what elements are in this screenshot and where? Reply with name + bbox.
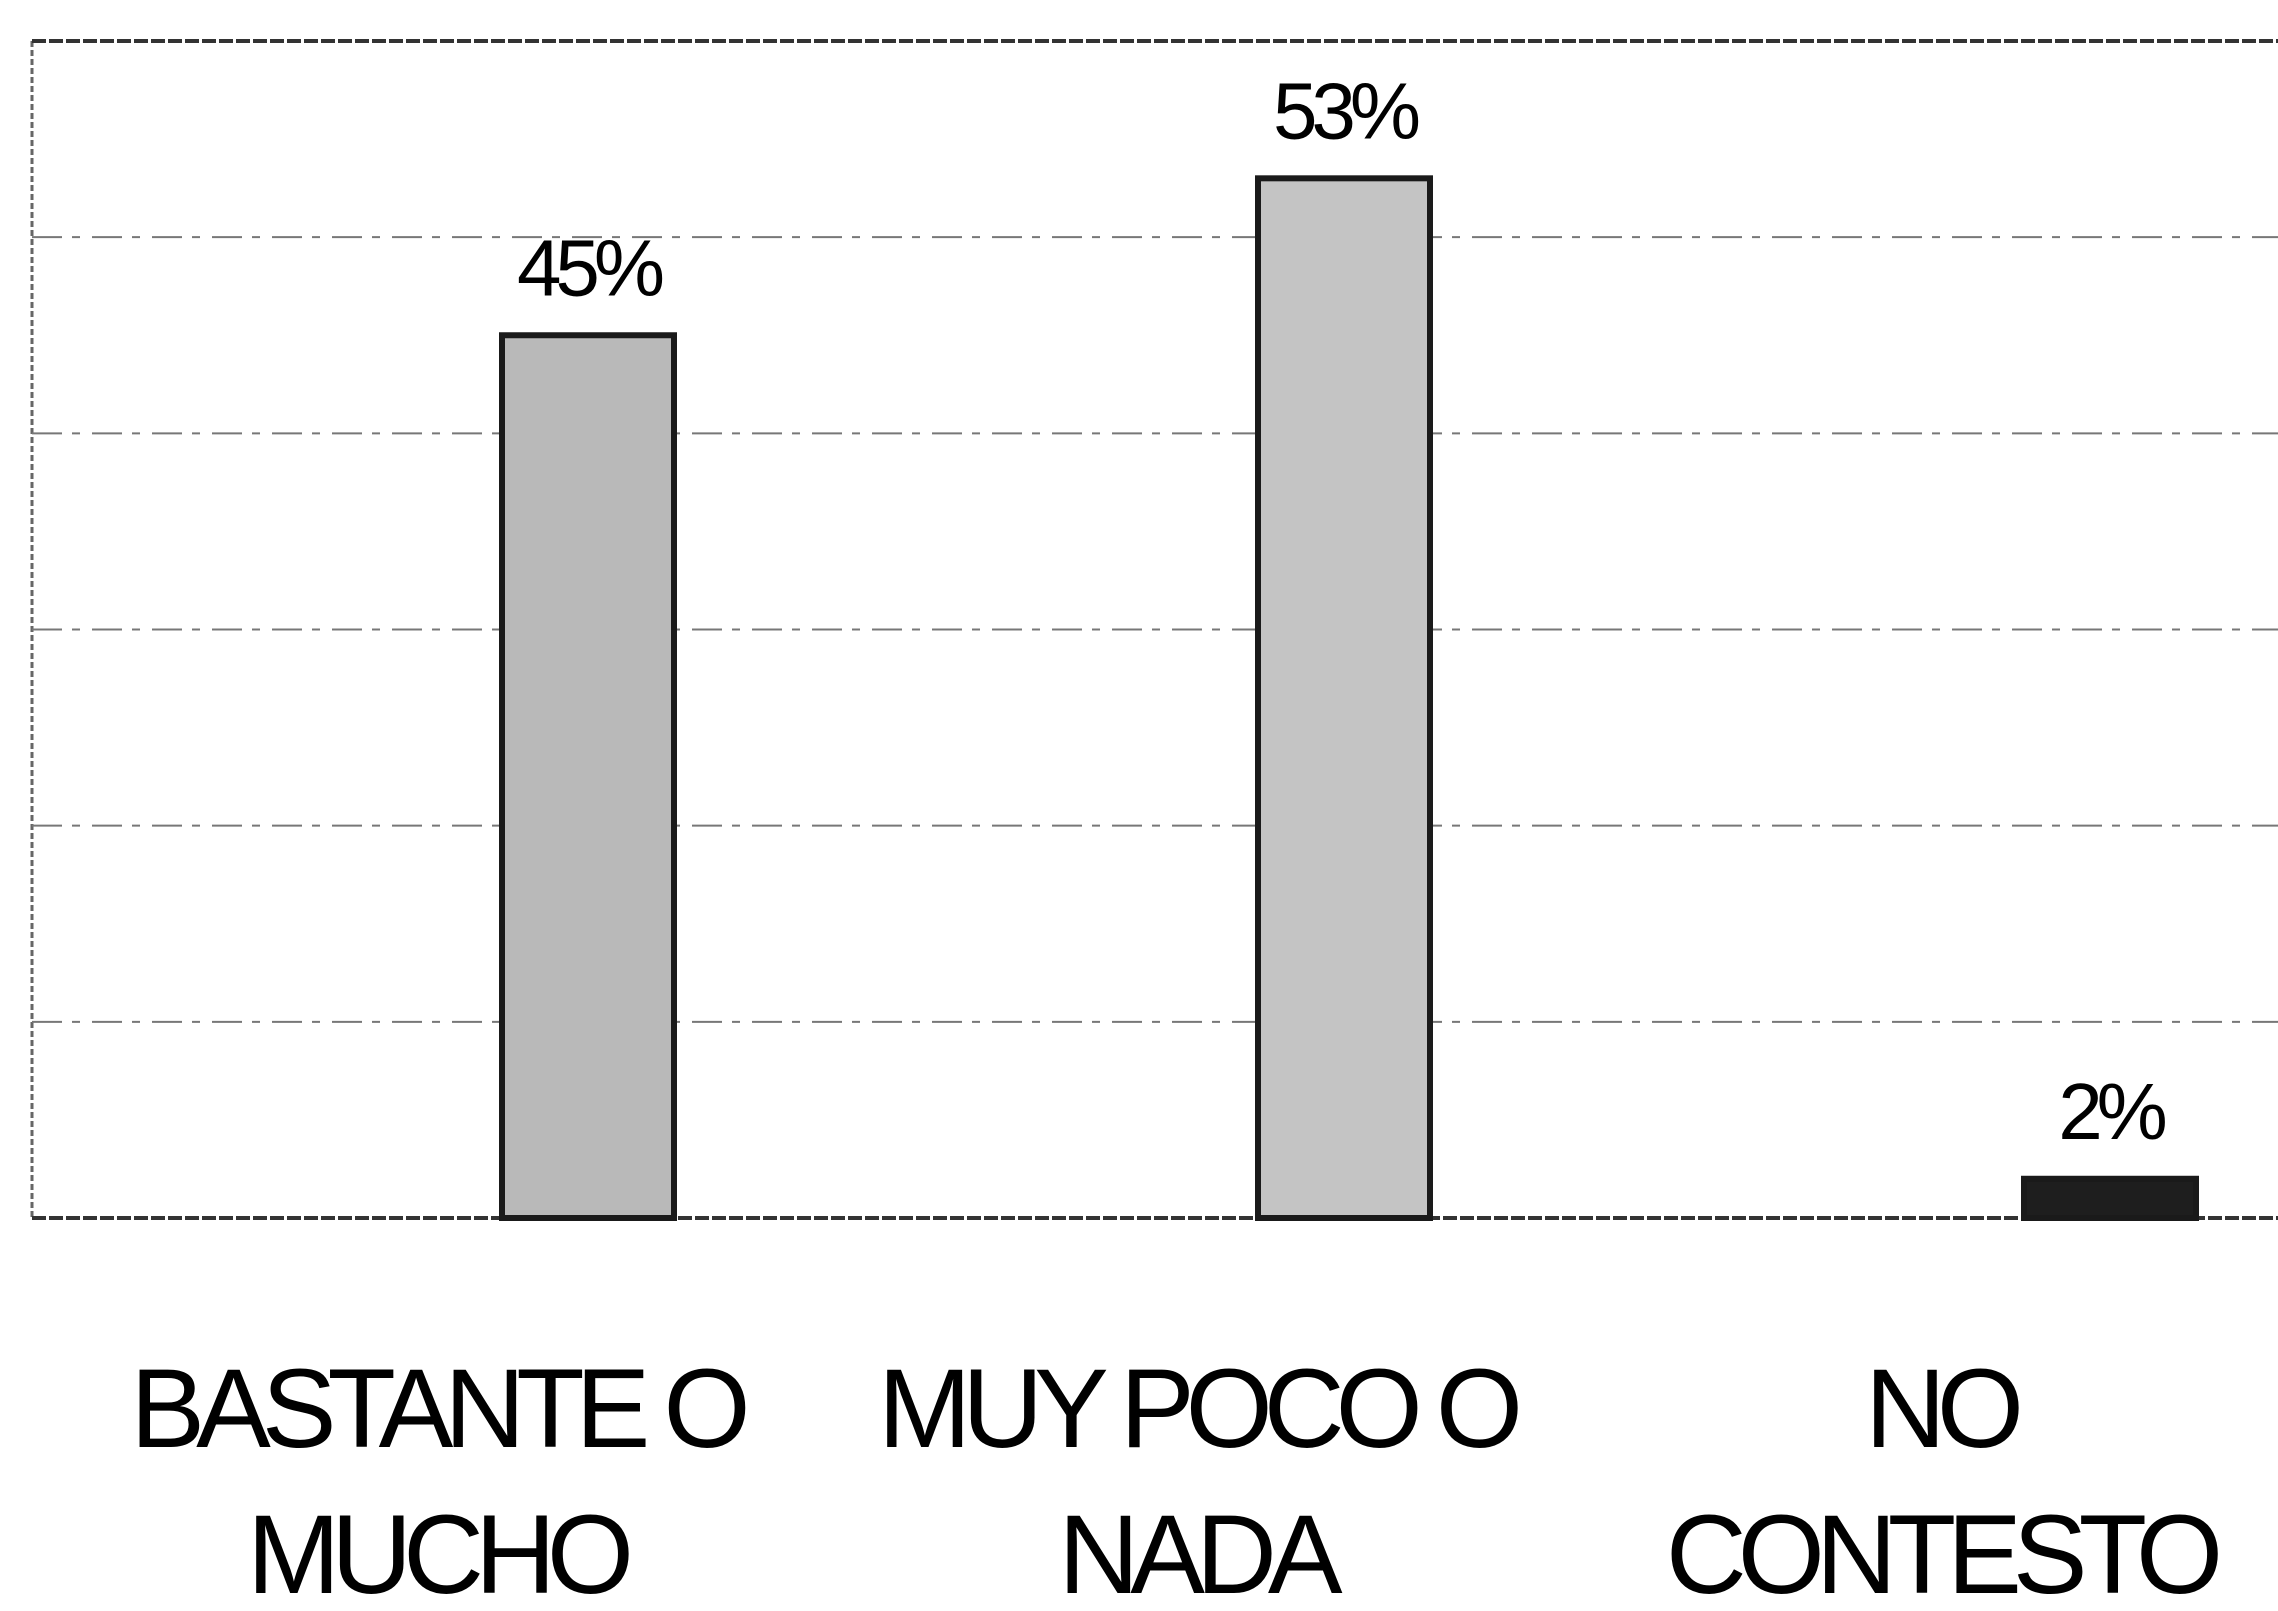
x-tick-label: MUCHO bbox=[247, 1492, 629, 1611]
x-tick-label: MUY POCO O bbox=[878, 1346, 1518, 1471]
value-label: 53% bbox=[1273, 66, 1419, 155]
bar bbox=[1255, 175, 1433, 1222]
value-label: 2% bbox=[2058, 1067, 2165, 1156]
x-tick-label: BASTANTE O bbox=[130, 1346, 745, 1471]
x-tick-label: NADA bbox=[1058, 1492, 1342, 1611]
value-label: 45% bbox=[517, 223, 663, 312]
x-tick-label: NO bbox=[1865, 1346, 2019, 1471]
bar bbox=[2021, 1175, 2199, 1222]
bar bbox=[499, 332, 677, 1221]
x-tick-label: CONTESTO bbox=[1666, 1492, 2218, 1611]
